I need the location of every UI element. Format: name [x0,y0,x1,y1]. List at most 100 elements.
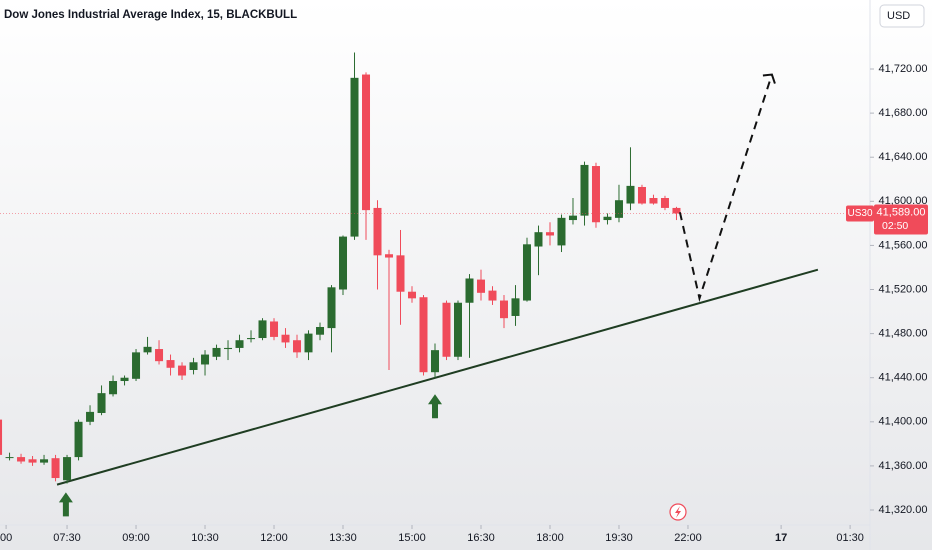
candle-body [120,377,129,382]
candle-body [396,255,405,292]
x-tick-label: 22:00 [674,532,702,544]
x-tick-label: 16:30 [467,532,495,544]
x-tick-label: 09:00 [122,532,150,544]
candle-body [580,164,589,216]
candle-body [189,362,198,370]
candle-body [649,198,658,204]
candle-body [281,334,290,343]
candle-body [40,459,49,463]
candle-body [557,217,566,246]
trendline [56,268,819,486]
y-tick-label: 41,400.00 [879,416,928,428]
candle-body [258,320,267,339]
y-tick-label: 41,480.00 [879,328,928,340]
y-tick-label: 41,360.00 [879,460,928,472]
candle-body [166,360,175,368]
candle-body [637,186,646,204]
candle-body [270,321,279,337]
candle-body [511,298,520,316]
candle-body [97,393,106,413]
candle-body [201,354,210,365]
x-tick-label: 18:00 [536,532,564,544]
y-tick-label: 41,440.00 [879,372,928,384]
y-tick-label: 41,320.00 [879,504,928,516]
candle-body [109,381,118,395]
candle-body [499,300,508,319]
candle-body [431,350,439,373]
candle-body [293,340,302,353]
candle-body [603,216,612,221]
candle-body [235,340,244,348]
candle-body [614,200,623,218]
y-tick-label: 41,600.00 [879,195,928,207]
up-arrow [58,492,73,517]
candle-body [408,291,417,299]
candle-body [362,74,371,211]
candle-body [51,458,60,479]
candle-body [155,349,164,362]
x-tick-label: 13:30 [329,532,357,544]
currency-button[interactable] [879,4,925,28]
candle-body [63,457,72,481]
candle-body [316,326,325,335]
candle-body [385,254,394,258]
candle-body [488,290,497,301]
x-tick-label: 12:00 [260,532,288,544]
candle-body [545,232,554,236]
candle-body [534,232,543,247]
x-tick-label: 15:00 [398,532,426,544]
last-price-label: 41,589.00 [877,206,926,218]
x-tick-label: 07:30 [53,532,81,544]
symbol-label: US30 [847,208,872,219]
candle-body [339,236,348,290]
y-tick-label: 41,720.00 [879,63,928,75]
candle-body [476,279,485,293]
candle-body [660,198,669,208]
x-tick-label: 17 [775,532,787,544]
last-price-box [874,204,928,235]
candle-body [0,419,3,455]
candle-body [568,215,577,221]
countdown-label: 02:50 [882,220,908,232]
candle-body [350,77,359,237]
candle-body [74,421,83,458]
candle-body [247,338,256,340]
chart-title: Dow Jones Industrial Average Index, 15, … [4,9,297,21]
up-arrow [428,394,442,419]
candle-body [327,287,336,329]
candle-body [28,459,37,463]
plot-area [0,52,870,517]
x-tick-label: 10:30 [191,532,219,544]
projection-path [678,74,773,303]
candle-body [453,302,462,357]
symbol-tag [846,205,874,222]
candle-body [5,457,14,459]
x-tick-label: 01:30 [836,532,864,544]
flash-icon [669,503,687,521]
x-tick-label: 00 [0,532,12,544]
candle-body [86,411,95,422]
x-tick-label: 19:30 [605,532,633,544]
candle-body [522,244,531,301]
candle-body [304,333,313,353]
y-tick-label: 41,560.00 [879,239,928,251]
y-tick-label: 41,640.00 [879,151,928,163]
candle-body [373,207,382,256]
candle-body [212,347,221,357]
candle-body [465,278,474,303]
y-tick-label: 41,680.00 [879,107,928,119]
currency-label: USD [887,10,910,22]
candle-body [143,346,152,353]
candle-body [178,365,187,376]
projection-arrowhead [762,73,776,84]
candle-body [224,347,233,350]
candle-body [132,352,141,379]
candle-body [672,207,681,214]
candle-body [419,297,428,373]
candle-body [17,457,26,462]
candle-body [591,166,600,223]
